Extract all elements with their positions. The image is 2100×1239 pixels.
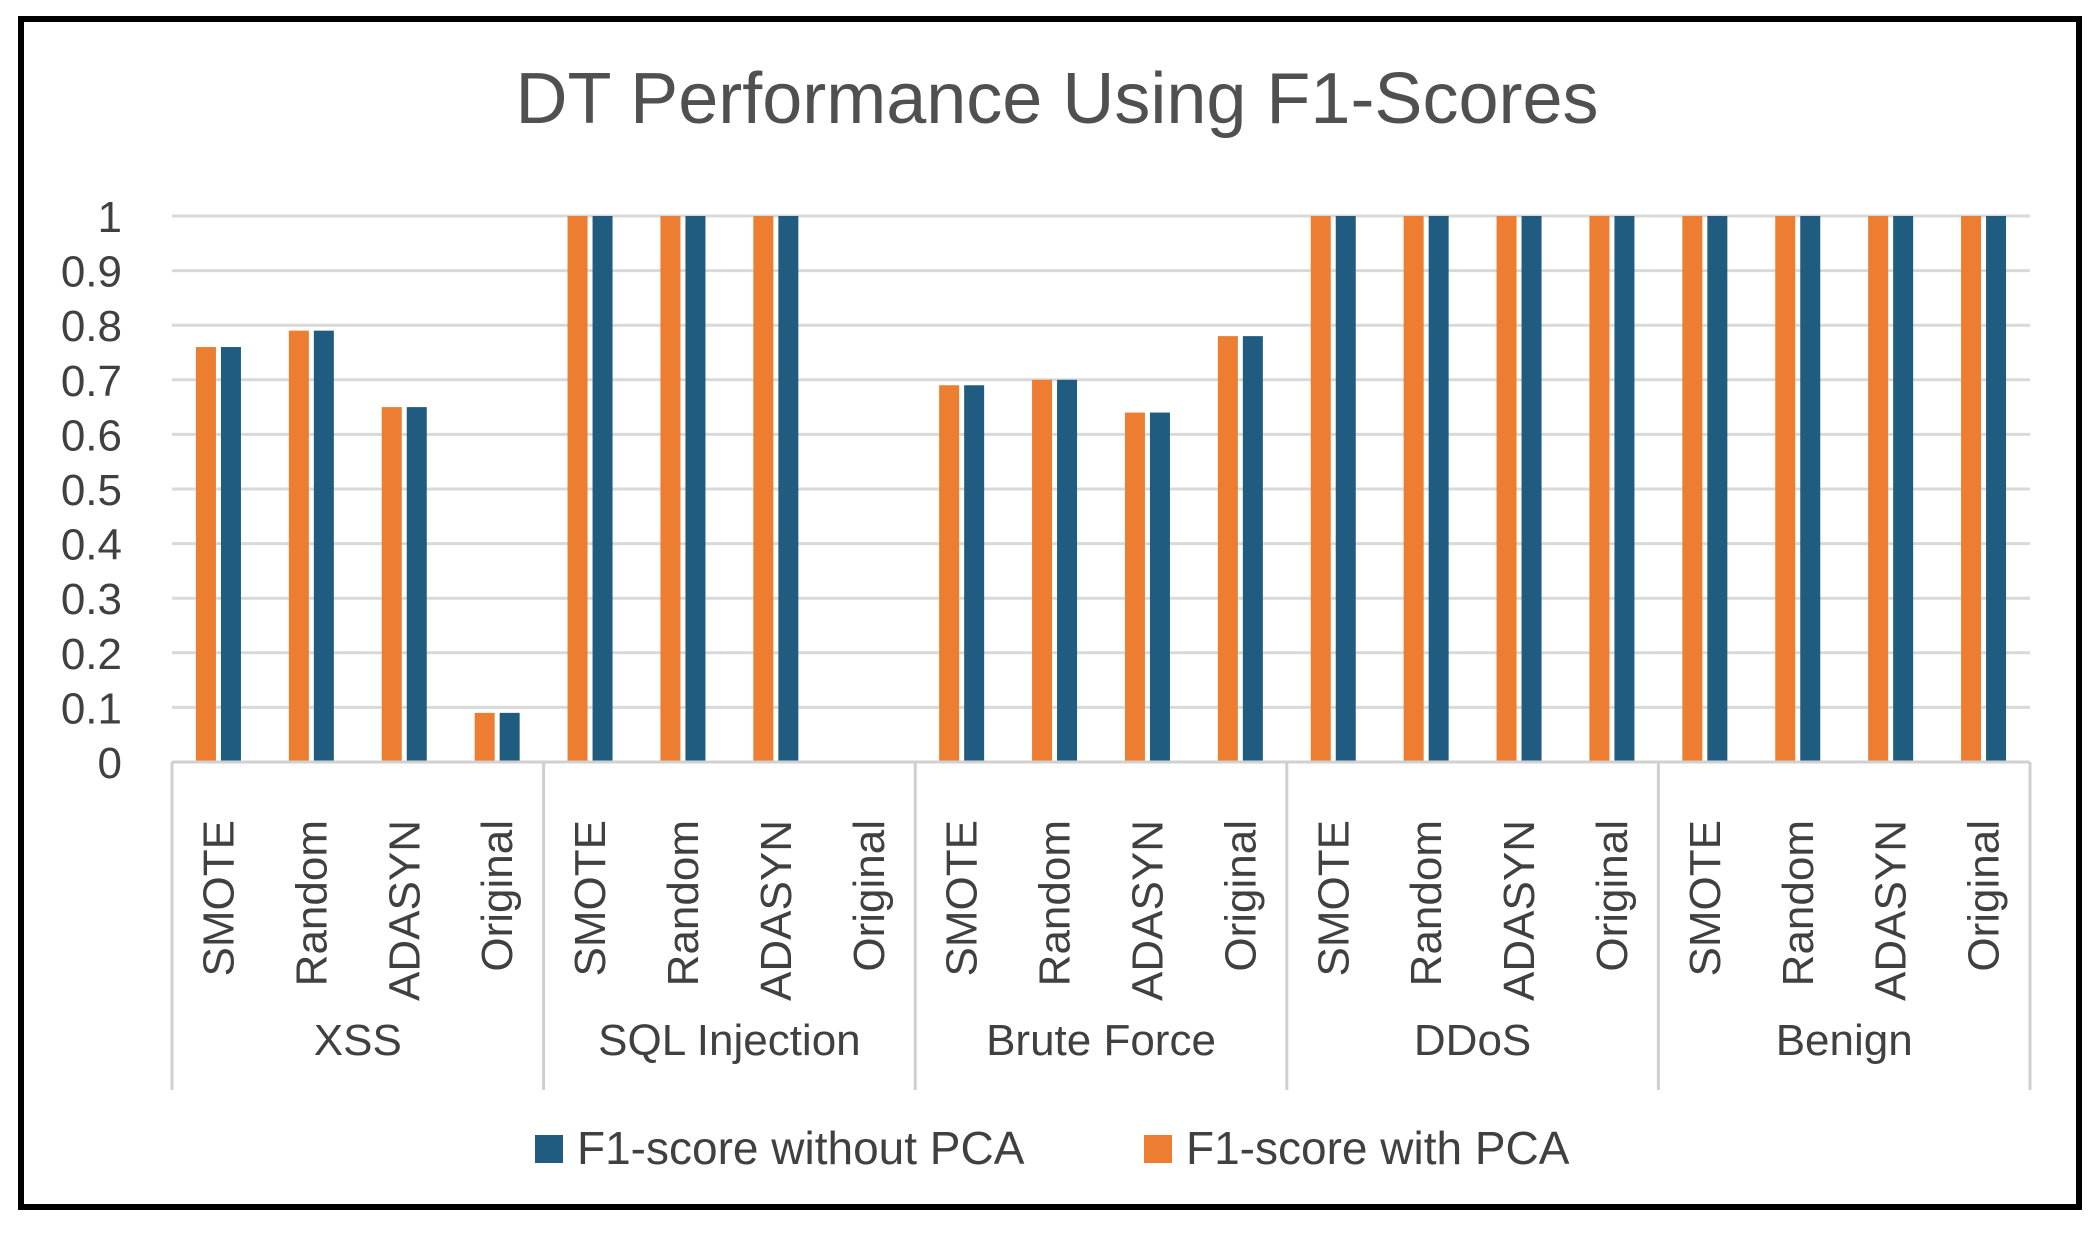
category-label: Random — [287, 820, 336, 986]
category-label: Random — [659, 820, 708, 986]
y-tick-label: 0.6 — [61, 411, 122, 460]
group-label: DDoS — [1414, 1016, 1531, 1065]
category-label: SMOTE — [1309, 820, 1358, 976]
bar-without-pca — [1614, 216, 1635, 762]
bar-with-pca — [1124, 412, 1145, 762]
bar-with-pca — [1589, 216, 1610, 762]
y-tick-label: 0.8 — [61, 302, 122, 351]
bar-with-pca — [939, 385, 960, 762]
bar-with-pca — [660, 216, 681, 762]
bar-without-pca — [1986, 216, 2007, 762]
bar-without-pca — [313, 330, 334, 762]
y-tick-label: 0.1 — [61, 684, 122, 733]
bar-without-pca — [1335, 216, 1356, 762]
category-label: Original — [1216, 820, 1265, 972]
bar-with-pca — [1032, 379, 1053, 762]
chart-title: DT Performance Using F1-Scores — [515, 59, 1598, 139]
bar-with-pca — [195, 347, 216, 762]
y-axis-ticks: 0 0.1 0.2 0.3 0.4 0.5 0.6 0.7 0.8 0.9 1 — [61, 193, 122, 788]
bar-without-pca — [1521, 216, 1542, 762]
bar-with-pca — [753, 216, 774, 762]
bar-with-pca — [1217, 336, 1238, 762]
y-tick-label: 0.3 — [61, 575, 122, 624]
y-tick-label: 0.5 — [61, 466, 122, 515]
category-label: Original — [473, 820, 522, 972]
bar-without-pca — [1057, 379, 1078, 762]
group-labels: XSS SQL Injection Brute Force DDoS Benign — [314, 1016, 1913, 1065]
bar-with-pca — [288, 330, 309, 762]
category-label: Original — [1960, 820, 2009, 972]
bar-with-pca — [381, 407, 402, 762]
bar-without-pca — [1800, 216, 1821, 762]
y-tick-label: 0.9 — [61, 248, 122, 297]
group-label: Benign — [1776, 1016, 1913, 1065]
bar-without-pca — [1707, 216, 1728, 762]
bar-with-pca — [1775, 216, 1796, 762]
category-label: ADASYN — [752, 820, 801, 1001]
y-tick-label: 0.4 — [61, 521, 122, 570]
legend-label: F1-score without PCA — [577, 1122, 1025, 1174]
category-label: SMOTE — [566, 820, 615, 976]
group-label: XSS — [314, 1016, 402, 1065]
bar-with-pca — [567, 216, 588, 762]
category-label: Original — [845, 820, 894, 972]
category-label: Random — [1402, 820, 1451, 986]
bar-without-pca — [964, 385, 985, 762]
gridlines — [172, 214, 2030, 709]
bars — [195, 216, 2007, 762]
bar-without-pca — [778, 216, 799, 762]
bar-with-pca — [1496, 216, 1517, 762]
bar-with-pca — [1403, 216, 1424, 762]
bar-without-pca — [220, 347, 241, 762]
group-label: Brute Force — [986, 1016, 1216, 1065]
bar-without-pca — [685, 216, 706, 762]
y-tick-label: 0.2 — [61, 630, 122, 679]
bar-with-pca — [1868, 216, 1889, 762]
legend-swatch — [535, 1135, 563, 1163]
category-label: SMOTE — [1681, 820, 1730, 976]
category-label: ADASYN — [1867, 820, 1916, 1001]
bar-with-pca — [1682, 216, 1703, 762]
y-tick-label: 1 — [98, 193, 122, 242]
category-label: ADASYN — [1123, 820, 1172, 1001]
bar-without-pca — [499, 712, 520, 762]
bar-with-pca — [1961, 216, 1982, 762]
category-label: Original — [1588, 820, 1637, 972]
category-label: ADASYN — [1495, 820, 1544, 1001]
bar-without-pca — [592, 216, 613, 762]
bar-without-pca — [1149, 412, 1170, 762]
legend-swatch — [1144, 1135, 1172, 1163]
category-label: SMOTE — [938, 820, 987, 976]
category-label: SMOTE — [194, 820, 243, 976]
bar-with-pca — [1310, 216, 1331, 762]
category-label: ADASYN — [380, 820, 429, 1001]
bar-without-pca — [1893, 216, 1914, 762]
bar-with-pca — [474, 712, 495, 762]
legend: F1-score without PCA F1-score with PCA — [535, 1122, 1570, 1174]
category-labels: SMOTE Random ADASYN Original SMOTE Random ADAS… — [194, 820, 2008, 1001]
bar-without-pca — [1428, 216, 1449, 762]
category-label: Random — [1031, 820, 1080, 986]
bar-without-pca — [406, 407, 427, 762]
bar-without-pca — [1242, 336, 1263, 762]
group-label: SQL Injection — [598, 1016, 861, 1065]
y-tick-label: 0.7 — [61, 357, 122, 406]
x-axis — [170, 760, 2032, 1090]
y-tick-label: 0 — [98, 739, 122, 788]
legend-label: F1-score with PCA — [1186, 1122, 1570, 1174]
category-label: Random — [1774, 820, 1823, 986]
